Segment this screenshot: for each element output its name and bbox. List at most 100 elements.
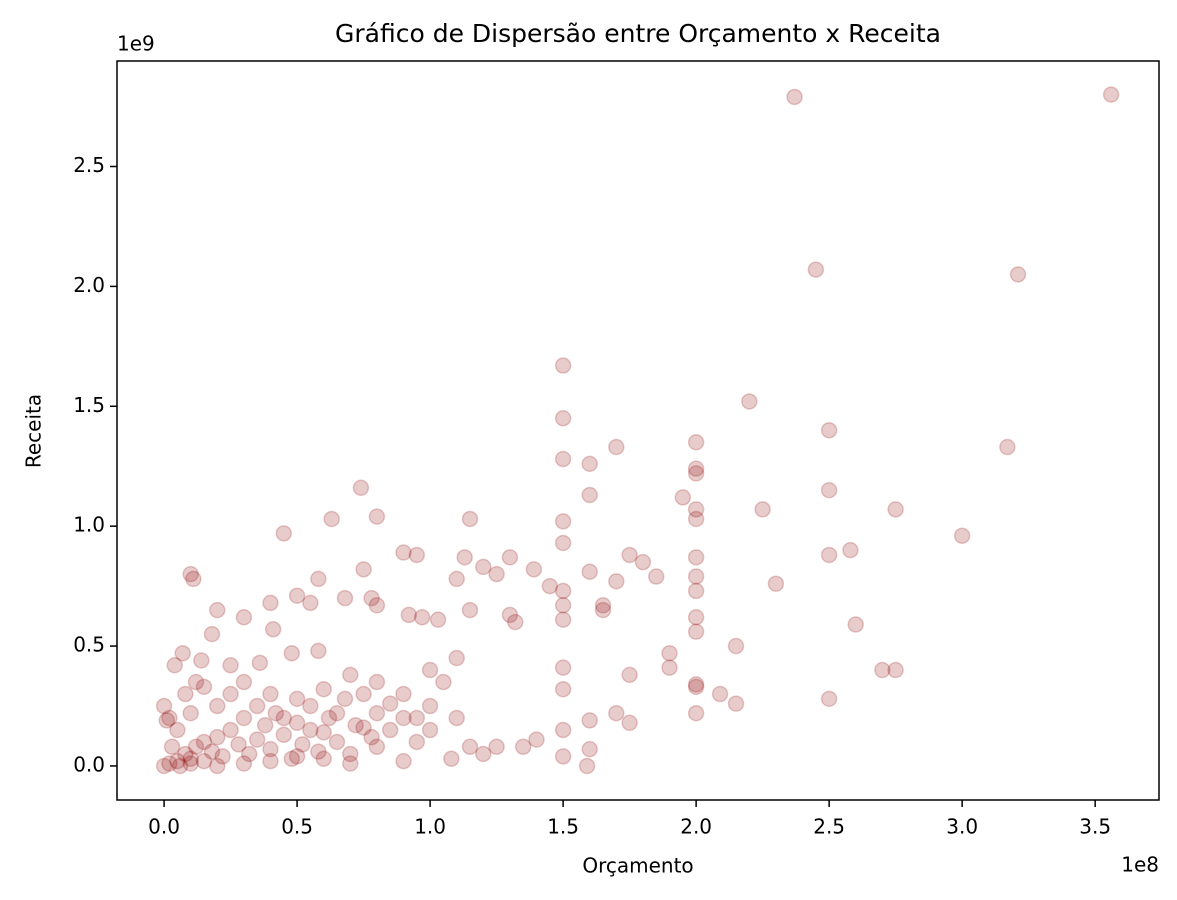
point: [475, 745, 492, 763]
point: [687, 582, 705, 600]
point: [874, 661, 891, 679]
point: [315, 724, 332, 741]
point: [262, 740, 279, 758]
point: [421, 697, 439, 715]
plot-frame: [116, 60, 1160, 801]
point: [456, 549, 473, 566]
point: [288, 748, 306, 765]
point: [155, 697, 173, 715]
point: [400, 606, 418, 624]
point: [235, 609, 253, 626]
point: [554, 534, 572, 552]
point: [408, 709, 426, 727]
point: [429, 611, 447, 628]
point: [222, 721, 239, 739]
point: [381, 721, 399, 739]
point: [209, 697, 226, 715]
x-tick-label: 3.0: [946, 815, 978, 839]
point: [554, 659, 572, 676]
point: [240, 745, 258, 763]
y-tick-label: 1.5: [73, 393, 105, 417]
point: [687, 549, 705, 566]
point: [262, 685, 279, 703]
point: [209, 757, 226, 775]
point: [608, 704, 625, 722]
point: [275, 726, 293, 744]
point: [501, 606, 519, 624]
point: [953, 527, 971, 545]
point: [177, 745, 194, 763]
point: [435, 673, 452, 691]
point: [248, 731, 266, 748]
point: [448, 649, 465, 667]
point: [222, 656, 239, 674]
y-tick-label: 0.0: [73, 752, 105, 776]
point: [171, 757, 189, 775]
point: [581, 455, 598, 473]
point: [413, 609, 431, 626]
point: [342, 745, 359, 763]
point: [1102, 86, 1120, 103]
point: [661, 645, 678, 662]
point: [634, 553, 652, 571]
point: [554, 611, 572, 628]
point: [230, 736, 247, 753]
point: [182, 565, 199, 583]
point: [235, 673, 253, 691]
point: [621, 714, 638, 732]
point: [408, 546, 426, 564]
point: [687, 623, 705, 640]
point: [264, 621, 282, 638]
point: [310, 570, 327, 588]
point: [262, 594, 279, 612]
point: [647, 568, 665, 585]
point: [786, 88, 803, 106]
point: [187, 673, 205, 691]
point: [310, 642, 327, 660]
point: [475, 558, 492, 576]
point: [177, 685, 194, 703]
point: [235, 709, 253, 727]
point: [687, 433, 705, 451]
point: [887, 661, 904, 679]
point: [847, 616, 864, 633]
point: [222, 685, 239, 703]
point: [488, 565, 505, 583]
point: [355, 685, 372, 703]
x-tick-label: 0.0: [148, 815, 180, 839]
point: [169, 752, 186, 770]
point: [461, 510, 479, 528]
point: [687, 510, 705, 528]
point: [195, 678, 213, 696]
point: [352, 479, 370, 497]
point: [687, 460, 705, 477]
point: [248, 697, 266, 715]
point: [711, 685, 729, 703]
point: [355, 561, 372, 578]
point: [554, 748, 572, 765]
y-tick-label: 1.0: [73, 513, 105, 537]
point: [315, 750, 332, 768]
point: [288, 690, 306, 708]
point: [554, 357, 572, 374]
point: [166, 656, 183, 674]
point: [368, 673, 386, 691]
point: [209, 728, 226, 746]
point: [163, 738, 181, 756]
point: [275, 709, 293, 727]
point: [363, 728, 380, 746]
point: [336, 690, 354, 708]
point: [235, 755, 253, 772]
point: [209, 601, 226, 619]
point: [395, 709, 412, 727]
point: [294, 736, 311, 753]
point: [820, 546, 838, 564]
point: [323, 510, 340, 528]
point: [182, 750, 199, 768]
point: [842, 541, 859, 559]
x-tick-label: 2.5: [813, 815, 845, 839]
point: [203, 743, 221, 760]
point: [887, 501, 904, 518]
x-offset: 1e8: [1121, 853, 1159, 877]
